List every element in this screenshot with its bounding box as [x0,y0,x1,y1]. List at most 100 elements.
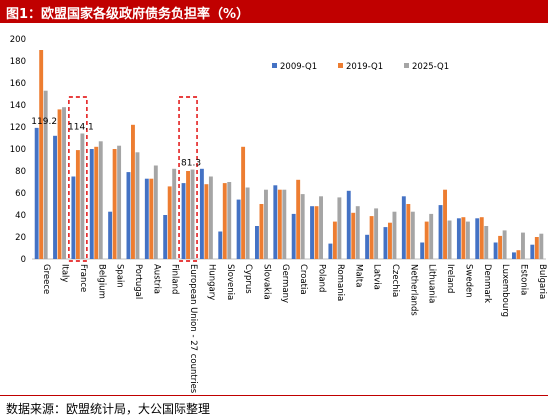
bar-2025-q1 [117,145,122,259]
bar-2009-q1 [530,244,535,259]
bar-2009-q1 [291,213,296,259]
x-tick-label: Bulgaria [537,264,547,299]
data-label: 81.3 [181,159,201,169]
bar-2019-q1 [241,146,246,259]
bar-2009-q1 [310,206,314,259]
legend-swatch [404,63,409,68]
x-tick-label: Portugal [133,264,143,299]
bar-2019-q1 [259,204,264,259]
bar-2019-q1 [296,179,301,259]
bar-2019-q1 [351,212,356,259]
bar-2019-q1 [222,183,227,259]
y-tick-label: 200 [10,35,26,45]
x-tick-label: Lithuania [427,264,437,303]
y-tick-label: 100 [10,145,26,155]
chart-title: 图1：欧盟国家各级政府债务负担率（%） [6,7,250,22]
y-tick-label: 60 [15,189,26,199]
bar-2009-q1 [383,227,388,259]
bar-2025-q1 [190,169,195,259]
bar-2009-q1 [420,242,425,259]
bar-2025-q1 [227,182,232,259]
bar-2019-q1 [406,204,411,259]
x-tick-label: Malta [353,264,363,287]
bar-2009-q1 [34,127,39,259]
data-label: 119.2 [31,117,57,127]
bar-2025-q1 [300,194,305,259]
bar-2025-q1 [521,232,525,259]
x-tick-label: Czechia [390,264,400,297]
x-tick-label: Croatia [298,264,308,295]
bar-2009-q1 [255,226,259,259]
bar-2009-q1 [163,215,168,259]
bar-2019-q1 [461,217,466,259]
bar-2025-q1 [245,187,250,259]
bar-2009-q1 [493,242,498,259]
bar-2025-q1 [465,221,470,259]
y-tick-label: 160 [10,79,26,89]
bar-2025-q1 [502,230,507,259]
x-tick-label: Estonia [518,264,528,295]
bar-2009-q1 [126,172,131,259]
bar-2025-q1 [447,220,452,259]
x-tick-label: Luxembourg [500,264,510,317]
source-note: 数据来源：欧盟统计局，大公国际整理 [6,402,211,416]
bar-2019-q1 [131,124,135,259]
bar-2009-q1 [328,243,333,259]
bar-2019-q1 [479,217,484,259]
bar-2025-q1 [98,141,103,259]
bar-2019-q1 [149,178,154,259]
bar-2019-q1 [516,250,521,259]
x-tick-label: Italy [60,264,70,282]
legend-label: 2019-Q1 [346,62,383,72]
x-tick-label: Romania [335,264,345,301]
x-tick-label: Slovenia [225,264,235,300]
y-tick-label: 180 [10,57,26,67]
bar-2019-q1 [534,237,539,259]
legend-swatch [272,63,277,68]
legend-label: 2009-Q1 [280,62,317,72]
bar-2019-q1 [314,206,319,259]
bar-2009-q1 [71,176,76,259]
bar-2009-q1 [512,252,516,259]
bar-2019-q1 [443,189,447,259]
bar-2019-q1 [57,109,62,260]
bar-2009-q1 [236,199,241,259]
chart-area: 200 180 160 140 120 100 80 60 40 20 0 Greece Italy Fr… [0,23,548,395]
x-tick-label: Ireland [445,264,455,293]
bar-2025-q1 [337,197,342,259]
x-tick-label: Austria [151,264,161,294]
bar-2025-q1 [392,211,397,259]
x-tick-label: Denmark [482,264,492,303]
highlight-box [178,96,198,262]
bar-2025-q1 [208,176,213,259]
bar-2019-q1 [186,171,190,259]
x-tick-label: European Union - 27 countries [188,264,198,394]
bar-2025-q1 [429,213,434,259]
x-tick-label: Slovakia [261,264,271,300]
bar-2019-q1 [277,189,282,259]
bar-2025-q1 [355,206,360,259]
bar-2009-q1 [144,178,149,259]
bar-2009-q1 [346,190,351,259]
bar-2009-q1 [401,196,406,259]
bar-2009-q1 [438,205,443,259]
bar-2025-q1 [172,168,177,259]
x-tick-label: Spain [115,264,125,288]
bar-2009-q1 [218,231,223,259]
x-tick-label: Sweden [463,264,473,298]
bar-2019-q1 [388,222,392,259]
legend-label: 2025-Q1 [412,62,449,72]
bar-2025-q1 [135,152,140,259]
highlight-box [68,96,88,262]
bar-2009-q1 [89,149,94,259]
data-label: 114.1 [68,122,94,132]
bar-2025-q1 [282,189,287,259]
bar-2025-q1 [539,233,544,259]
bar-2019-q1 [204,184,209,259]
y-tick-label: 20 [15,233,26,243]
bar-2009-q1 [181,183,186,259]
x-tick-label: Belgium [96,264,106,299]
bar-2025-q1 [43,90,48,259]
y-tick-label: 80 [15,167,26,177]
